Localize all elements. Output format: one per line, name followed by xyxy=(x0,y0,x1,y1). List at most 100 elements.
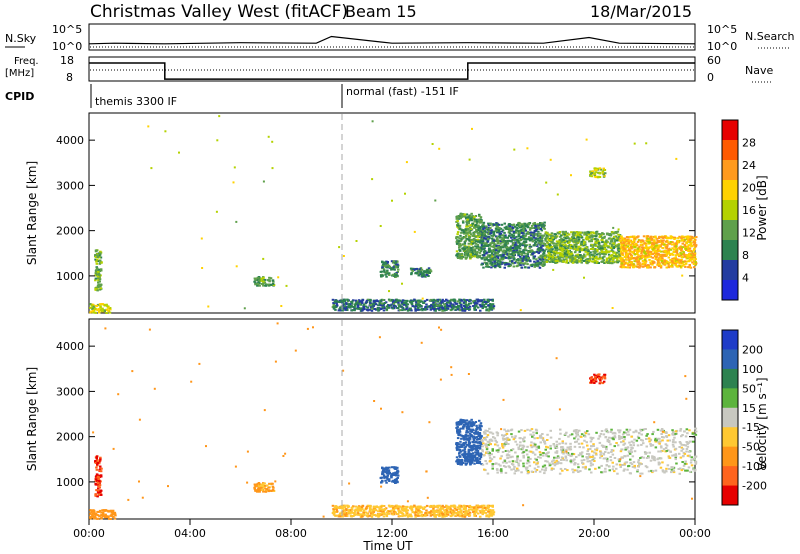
data-cell xyxy=(569,257,572,260)
data-cell xyxy=(487,249,491,252)
data-cell xyxy=(499,227,503,230)
data-cell xyxy=(458,242,462,245)
data-cell xyxy=(471,127,473,130)
data-cell xyxy=(468,428,472,431)
data-cell xyxy=(594,171,598,174)
data-cell xyxy=(496,237,499,240)
data-cell xyxy=(92,515,96,518)
data-cell xyxy=(648,238,652,241)
data-cell xyxy=(509,248,512,251)
data-cell xyxy=(477,227,480,230)
data-cell xyxy=(455,254,458,257)
data-cell xyxy=(333,506,337,509)
data-cell xyxy=(473,216,476,219)
data-cell xyxy=(582,255,585,258)
data-cell xyxy=(551,240,554,243)
data-cell xyxy=(603,251,606,254)
data-cell xyxy=(476,508,479,511)
data-cell xyxy=(647,246,650,249)
data-cell xyxy=(261,488,264,491)
data-cell xyxy=(463,425,466,428)
data-cell xyxy=(519,251,523,253)
data-cell xyxy=(96,288,99,291)
data-cell xyxy=(423,274,426,277)
data-cell xyxy=(675,245,678,248)
data-cell xyxy=(567,250,570,253)
data-cell xyxy=(465,514,469,516)
data-cell xyxy=(100,511,103,514)
data-cell xyxy=(651,246,654,249)
data-cell xyxy=(385,275,388,278)
data-cell xyxy=(488,260,492,263)
data-cell xyxy=(661,262,665,265)
data-cell xyxy=(588,254,592,257)
data-cell xyxy=(685,238,689,241)
data-cell xyxy=(575,239,578,242)
data-cell xyxy=(515,224,519,226)
data-cell xyxy=(473,308,476,311)
data-cell xyxy=(520,266,524,269)
data-cell xyxy=(577,257,581,260)
data-cell xyxy=(97,270,100,273)
data-cell xyxy=(657,240,661,242)
data-cell xyxy=(451,510,454,513)
data-cell xyxy=(458,226,461,229)
data-cell xyxy=(472,239,475,242)
data-cell xyxy=(555,236,558,239)
data-cell xyxy=(599,247,603,250)
data-cell xyxy=(586,262,589,265)
data-cell xyxy=(532,257,535,260)
data-cell xyxy=(676,239,679,242)
data-cell xyxy=(568,239,571,242)
data-cell xyxy=(484,305,488,308)
data-cell xyxy=(387,470,391,473)
data-cell xyxy=(564,243,567,246)
data-cell xyxy=(543,256,547,259)
data-cell xyxy=(496,261,499,264)
data-cell xyxy=(334,308,337,311)
data-cell xyxy=(425,303,428,306)
data-cell xyxy=(636,265,639,268)
data-cell xyxy=(164,130,167,133)
data-cell xyxy=(644,252,647,255)
data-cell xyxy=(533,260,536,263)
data-cell xyxy=(530,233,533,236)
data-cell xyxy=(477,224,480,227)
data-cell xyxy=(347,303,350,306)
data-cell xyxy=(512,244,516,247)
data-cell xyxy=(436,300,440,303)
data-cell xyxy=(467,439,471,442)
data-cell xyxy=(390,476,393,479)
data-cell xyxy=(258,485,261,488)
data-cell xyxy=(514,260,518,263)
data-cell xyxy=(436,513,440,516)
data-cell xyxy=(98,308,101,311)
data-cell xyxy=(545,258,549,261)
data-cell xyxy=(438,305,441,308)
data-cell xyxy=(560,248,564,251)
data-cell xyxy=(232,181,235,184)
data-cell xyxy=(612,235,616,238)
data-cell xyxy=(102,514,106,517)
data-cell xyxy=(415,272,418,274)
data-cell xyxy=(382,468,385,471)
data-cell xyxy=(460,252,464,255)
data-cell xyxy=(681,242,684,245)
data-cell xyxy=(488,232,491,235)
data-cell xyxy=(526,255,529,258)
data-cell xyxy=(519,230,523,233)
data-cell xyxy=(474,240,478,243)
data-cell xyxy=(106,305,109,308)
data-cell xyxy=(536,223,539,226)
data-cell xyxy=(565,253,568,256)
data-cell xyxy=(424,275,427,278)
data-cell xyxy=(475,220,479,223)
data-cell xyxy=(533,265,536,268)
data-cell xyxy=(672,236,675,239)
data-cell xyxy=(489,223,492,226)
data-cell xyxy=(366,512,369,515)
data-cell xyxy=(434,299,438,302)
data-cell xyxy=(483,232,486,235)
data-cell xyxy=(394,299,397,302)
data-cell xyxy=(557,255,560,258)
